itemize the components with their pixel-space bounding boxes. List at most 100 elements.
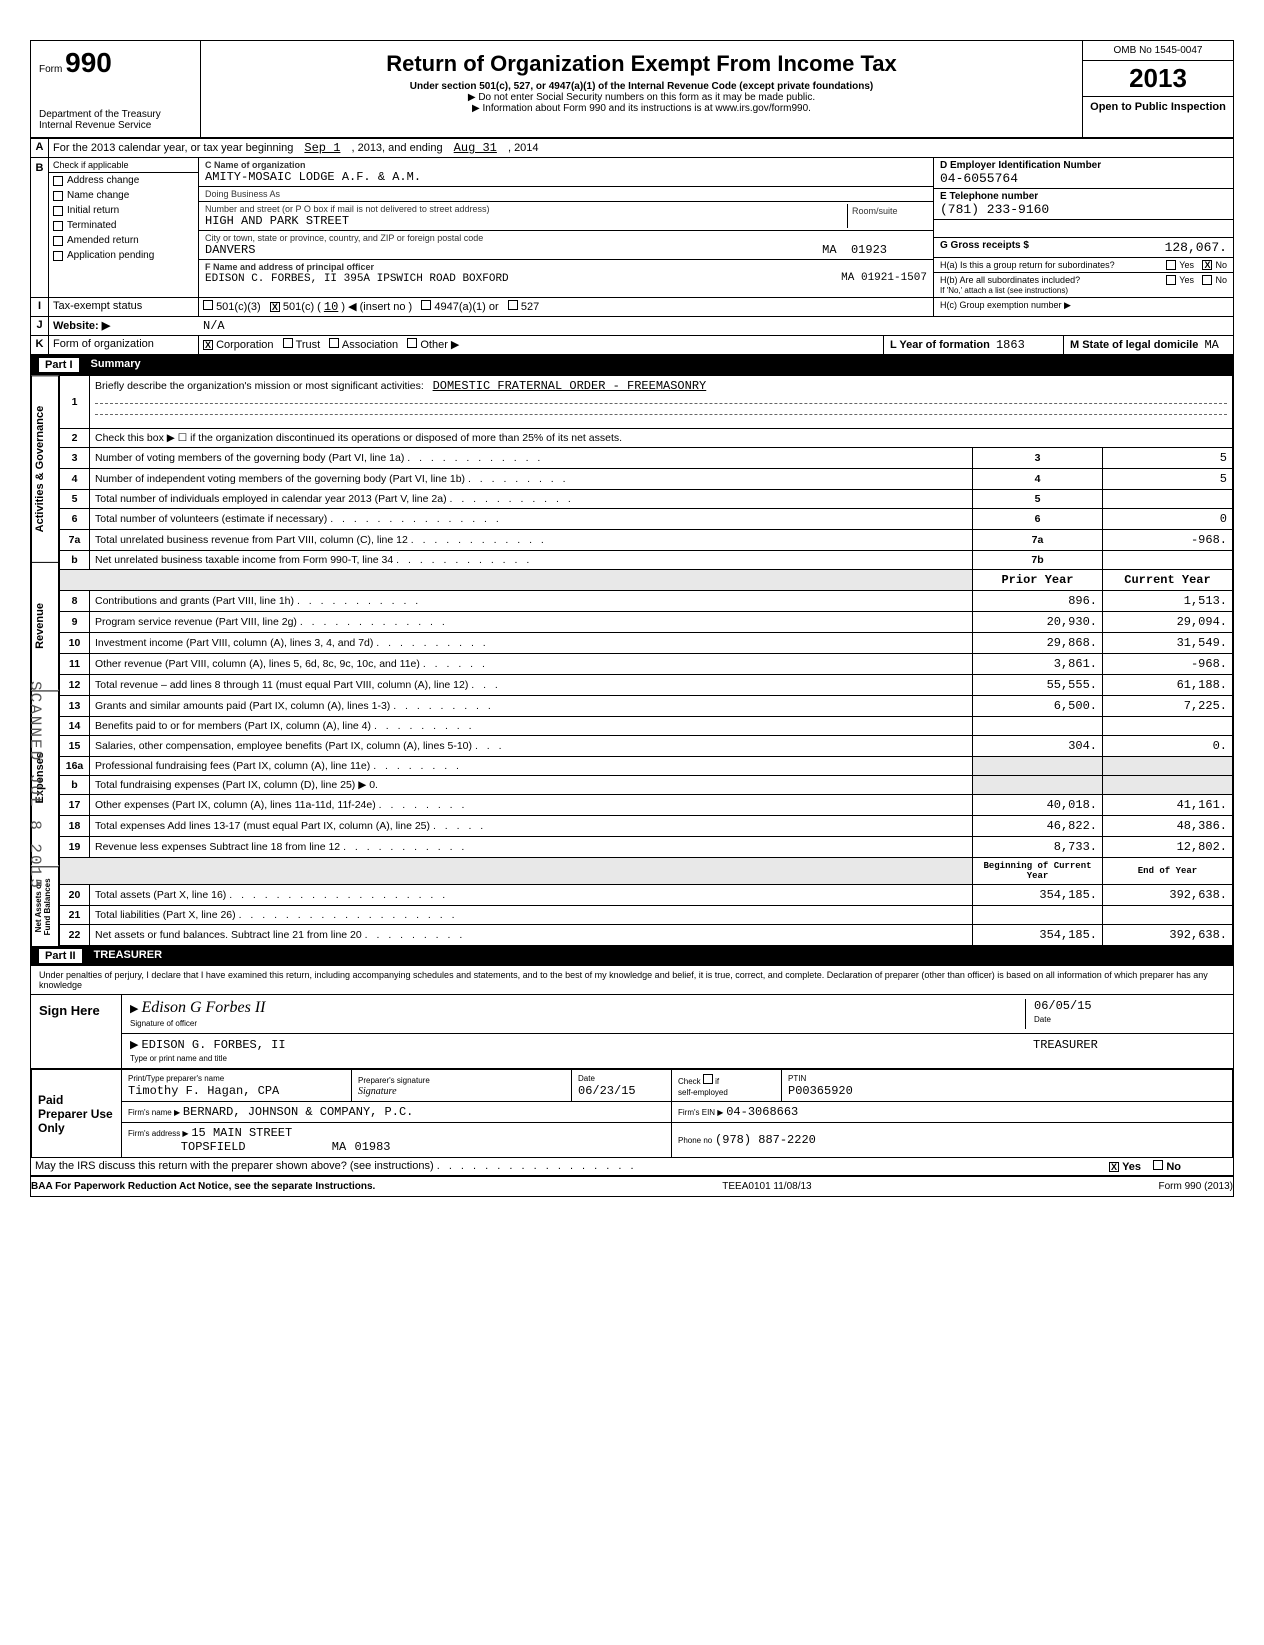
table-row: 5Total number of individuals employed in… — [60, 490, 1233, 509]
table-row: 8Contributions and grants (Part VIII, li… — [60, 591, 1233, 612]
line-a-end: Aug 31 — [446, 141, 505, 155]
check-label: Check if applicable — [49, 158, 198, 173]
check-name-change[interactable]: Name change — [49, 188, 198, 203]
prior-year-header: Prior Year — [973, 570, 1103, 591]
check-trust[interactable] — [283, 338, 293, 348]
year-formation-label: L Year of formation — [890, 339, 990, 351]
check-initial-return[interactable]: Initial return — [49, 203, 198, 218]
irs-label: Internal Revenue Service — [39, 120, 192, 131]
form-label: Form — [39, 64, 62, 75]
line-a: A For the 2013 calendar year, or tax yea… — [31, 139, 1233, 158]
discuss-yes-check[interactable] — [1109, 1162, 1119, 1172]
table-row: 18Total expenses Add lines 13-17 (must e… — [60, 816, 1233, 837]
scanned-stamp: SCANNED JUL 8 2015 — [26, 681, 44, 890]
boy-header: Beginning of Current Year — [973, 858, 1103, 885]
preparer-date: 06/23/15 — [578, 1084, 636, 1098]
501c-number: 10 — [324, 300, 338, 314]
table-row: 12Total revenue – add lines 8 through 11… — [60, 675, 1233, 696]
website-label: Website: ▶ — [53, 320, 110, 332]
discuss-text: May the IRS discuss this return with the… — [35, 1160, 434, 1172]
sig-officer-caption: Signature of officer — [130, 1019, 197, 1028]
subtitle-2: ▶ Do not enter Social Security numbers o… — [209, 92, 1074, 103]
sig-date: 06/05/15 — [1034, 999, 1092, 1013]
line1-value: DOMESTIC FRATERNAL ORDER - FREEMASONRY — [433, 379, 707, 393]
hb-note: If 'No,' attach a list (see instructions… — [940, 286, 1068, 295]
check-association[interactable] — [329, 338, 339, 348]
ein-label: D Employer Identification Number — [940, 160, 1101, 171]
part-2-header: Part II TREASURER — [31, 946, 1233, 966]
footer: BAA For Paperwork Reduction Act Notice, … — [31, 1177, 1233, 1196]
officer-name: EDISON C. FORBES, II 395A IPSWICH ROAD B… — [205, 273, 509, 285]
hb-label: H(b) Are all subordinates included? — [940, 275, 1080, 285]
gross-value: 128,067. — [1165, 240, 1227, 255]
addr-label: Number and street (or P O box if mail is… — [205, 204, 847, 214]
check-corporation[interactable] — [203, 340, 213, 350]
firm-city: TOPSFIELD — [181, 1140, 246, 1154]
subtitle-1: Under section 501(c), 527, or 4947(a)(1)… — [209, 81, 1074, 92]
form-year: 2013 — [1083, 61, 1233, 97]
ptin-value: P00365920 — [788, 1084, 853, 1098]
line-k: K Form of organization Corporation Trust… — [31, 336, 1233, 355]
table-row: 15Salaries, other compensation, employee… — [60, 736, 1233, 757]
room-label: Room/suite — [852, 206, 923, 216]
hc-label: H(c) Group exemption number ▶ — [940, 300, 1071, 310]
domicile-label: M State of legal domicile — [1070, 339, 1198, 351]
paid-preparer-label: Paid Preparer Use Only — [32, 1070, 122, 1158]
website-value: N/A — [199, 317, 1233, 335]
table-row: 13Grants and similar amounts paid (Part … — [60, 696, 1233, 717]
dba-label: Doing Business As — [205, 189, 280, 199]
table-row: 6Total number of volunteers (estimate if… — [60, 509, 1233, 530]
check-501c3[interactable] — [203, 300, 213, 310]
check-terminated[interactable]: Terminated — [49, 218, 198, 233]
officer-title: TREASURER — [1033, 1038, 1098, 1052]
table-row: bNet unrelated business taxable income f… — [60, 551, 1233, 570]
check-501c[interactable] — [270, 302, 280, 312]
check-amended-return[interactable]: Amended return — [49, 233, 198, 248]
line-i: I Tax-exempt status 501(c)(3) 501(c) ( 1… — [31, 298, 1233, 317]
phone-value: (781) 233-9160 — [940, 202, 1049, 217]
date-caption: Date — [1034, 1015, 1051, 1024]
ein-value: 04-6055764 — [940, 171, 1018, 186]
discuss-no-check[interactable] — [1153, 1160, 1163, 1170]
domicile: MA — [1204, 338, 1218, 352]
table-row: 20Total assets (Part X, line 16) . . . .… — [60, 885, 1233, 906]
print-name-caption: Type or print name and title — [130, 1054, 227, 1063]
check-address-change[interactable]: Address change — [49, 173, 198, 188]
line-a-text: For the 2013 calendar year, or tax year … — [53, 142, 293, 154]
preparer-table: Paid Preparer Use Only Print/Type prepar… — [31, 1069, 1233, 1158]
check-other[interactable] — [407, 338, 417, 348]
phone-label: E Telephone number — [940, 191, 1038, 202]
open-inspection: Open to Public Inspection — [1083, 97, 1233, 117]
table-row: 10Investment income (Part VIII, column (… — [60, 633, 1233, 654]
table-row: 7aTotal unrelated business revenue from … — [60, 530, 1233, 551]
part-1-label: Part I — [39, 358, 79, 372]
city: DANVERS — [205, 243, 255, 257]
table-row: bTotal fundraising expenses (Part IX, co… — [60, 776, 1233, 795]
line-a-tail: , 2014 — [508, 142, 539, 154]
tax-status-label: Tax-exempt status — [49, 298, 199, 316]
check-4947[interactable] — [421, 300, 431, 310]
firm-addr: 15 MAIN STREET — [191, 1126, 292, 1140]
check-application-pending[interactable]: Application pending — [49, 248, 198, 263]
side-revenue: Revenue — [31, 562, 59, 690]
form-org-label: Form of organization — [49, 336, 199, 354]
table-row: 16aProfessional fundraising fees (Part I… — [60, 757, 1233, 776]
part-2-title: TREASURER — [94, 949, 162, 963]
firm-zip: 01983 — [355, 1140, 391, 1154]
street-address: HIGH AND PARK STREET — [205, 214, 349, 228]
eoy-header: End of Year — [1103, 858, 1233, 885]
table-row: 4Number of independent voting members of… — [60, 469, 1233, 490]
part-1-title: Summary — [91, 358, 141, 372]
table-row: 17Other expenses (Part IX, column (A), l… — [60, 795, 1233, 816]
section-b-block: B Check if applicable Address change Nam… — [31, 158, 1233, 298]
table-row: 19Revenue less expenses Subtract line 18… — [60, 837, 1233, 858]
gross-label: G Gross receipts $ — [940, 240, 1029, 251]
officer-print-name: EDISON G. FORBES, II — [142, 1038, 286, 1052]
table-row: 11Other revenue (Part VIII, column (A), … — [60, 654, 1233, 675]
check-527[interactable] — [508, 300, 518, 310]
ha-no-check[interactable] — [1202, 260, 1212, 270]
firm-state: MA — [332, 1140, 346, 1154]
part-1-header: Part I Summary — [31, 355, 1233, 375]
officer-loc: MA 01921-1507 — [841, 272, 927, 284]
preparer-name: Timothy F. Hagan, CPA — [128, 1084, 279, 1098]
